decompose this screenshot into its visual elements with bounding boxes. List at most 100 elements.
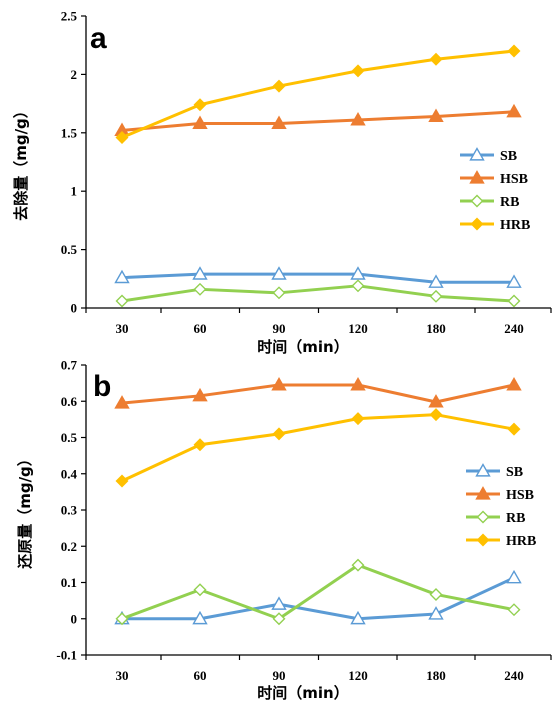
series-line-sb	[122, 576, 515, 621]
chart-panel-a: 0 0.5 1 1.5 2 2.5 30 60 90 120 180 240 时间（min） 去除量（mg…	[12, 9, 552, 356]
data-point-sb	[192, 266, 208, 280]
data-point-hsb	[428, 108, 444, 123]
series-line-hsb	[121, 110, 515, 132]
series-line-hrb	[121, 413, 515, 483]
data-point-rb	[193, 583, 207, 597]
x-tick-label: 180	[426, 668, 446, 683]
data-point-sb	[271, 266, 287, 280]
series-line-hsb	[121, 383, 515, 405]
data-point-hsb	[271, 115, 287, 130]
legend-marker-rb	[476, 510, 490, 524]
x-axis-title: 时间（min）	[257, 684, 348, 702]
y-tick-label: 0.1	[61, 575, 77, 590]
legend: SB HSB RB HRB	[466, 463, 536, 549]
data-point-sb	[350, 610, 366, 625]
x-tick-label: 30	[116, 668, 129, 683]
data-point-hrb	[193, 98, 207, 112]
y-tick-label: 2.5	[61, 9, 78, 24]
y-tick-label: 0.4	[61, 466, 78, 481]
data-point-sb	[428, 606, 444, 620]
legend-label-rb: RB	[500, 195, 519, 210]
data-point-sb	[114, 269, 130, 284]
series-line-rb	[121, 284, 515, 303]
legend-label-sb: SB	[506, 465, 523, 480]
data-point-hsb	[428, 394, 444, 408]
series-line-hrb	[121, 49, 515, 139]
data-point-hrb	[272, 79, 286, 93]
legend-marker-sb	[475, 463, 491, 477]
x-tick-label: 240	[504, 321, 524, 336]
legend-label-hsb: HSB	[506, 488, 534, 503]
legend-marker-hrb	[476, 533, 490, 547]
data-point-hrb	[507, 422, 521, 436]
data-point-rb	[115, 612, 129, 626]
data-point-sb	[271, 596, 287, 610]
data-point-rb	[507, 603, 521, 617]
y-tick-label: 1	[71, 184, 78, 199]
data-point-hrb	[429, 52, 443, 66]
x-tick-label: 240	[504, 668, 524, 683]
data-point-rb	[351, 279, 365, 293]
x-tick-label: 120	[348, 668, 368, 683]
data-point-hsb	[350, 377, 366, 391]
legend-label-hrb: HRB	[506, 534, 536, 549]
y-tick-label: 0.6	[61, 394, 78, 409]
data-point-hsb	[271, 377, 287, 391]
legend-label-hrb: HRB	[500, 218, 530, 233]
legend-marker-rb	[470, 194, 484, 208]
data-point-hsb	[506, 377, 522, 391]
y-axis-title: 还原量（mg/g）	[16, 451, 34, 570]
data-point-rb	[193, 282, 207, 296]
x-tick-label: 60	[194, 668, 207, 683]
legend-label-sb: SB	[500, 149, 517, 164]
data-point-hrb	[272, 427, 286, 441]
legend: SB HSB RB HRB	[460, 147, 530, 233]
data-point-hrb	[429, 408, 443, 422]
y-tick-label: -0.1	[56, 648, 77, 663]
data-point-sb	[350, 266, 366, 280]
legend-marker-hsb	[475, 486, 491, 500]
data-point-sb	[428, 274, 444, 288]
data-point-hrb	[351, 412, 365, 426]
data-point-hsb	[192, 387, 208, 402]
data-point-rb	[429, 289, 443, 303]
y-tick-label: 0.5	[61, 242, 78, 257]
panel-letter: b	[93, 370, 111, 403]
x-tick-label: 30	[116, 321, 129, 336]
data-point-rb	[351, 558, 365, 572]
series-line-rb	[121, 563, 515, 621]
x-tick-label: 60	[194, 321, 207, 336]
y-axis-title: 去除量（mg/g）	[12, 103, 30, 221]
y-tick-label: 0	[71, 611, 78, 626]
series-line-sb	[121, 272, 514, 284]
data-point-hsb	[192, 115, 208, 130]
legend-marker-hrb	[470, 217, 484, 231]
y-tick-label: 0	[71, 301, 78, 316]
data-point-rb	[507, 294, 521, 308]
data-point-hrb	[115, 130, 129, 144]
data-point-hsb	[506, 103, 522, 118]
x-tick-label: 120	[348, 321, 368, 336]
data-point-rb	[272, 286, 286, 300]
legend-label-hsb: HSB	[500, 172, 528, 187]
panel-letter: a	[90, 22, 107, 55]
y-tick-label: 0.5	[61, 430, 78, 445]
y-tick-label: 2	[71, 67, 78, 82]
data-point-hrb	[193, 438, 207, 452]
data-point-rb	[115, 294, 129, 308]
x-tick-label: 90	[273, 321, 286, 336]
data-point-sb	[506, 569, 522, 584]
y-tick-label: 0.7	[61, 358, 78, 373]
data-point-rb	[429, 587, 443, 601]
data-point-hrb	[351, 64, 365, 78]
y-tick-label: 1.5	[61, 125, 78, 140]
x-tick-label: 90	[273, 668, 286, 683]
legend-marker-sb	[469, 147, 485, 161]
data-point-rb	[272, 612, 286, 626]
data-point-hrb	[115, 474, 129, 488]
x-axis-title: 时间（min）	[257, 338, 348, 356]
chart-panel-b: -0.1 0 0.1 0.2 0.3 0.4 0.5 0.6 0.7 30 60 90 120 180 24…	[16, 358, 552, 702]
data-point-sb	[192, 610, 208, 625]
y-tick-label: 0.3	[61, 503, 78, 518]
